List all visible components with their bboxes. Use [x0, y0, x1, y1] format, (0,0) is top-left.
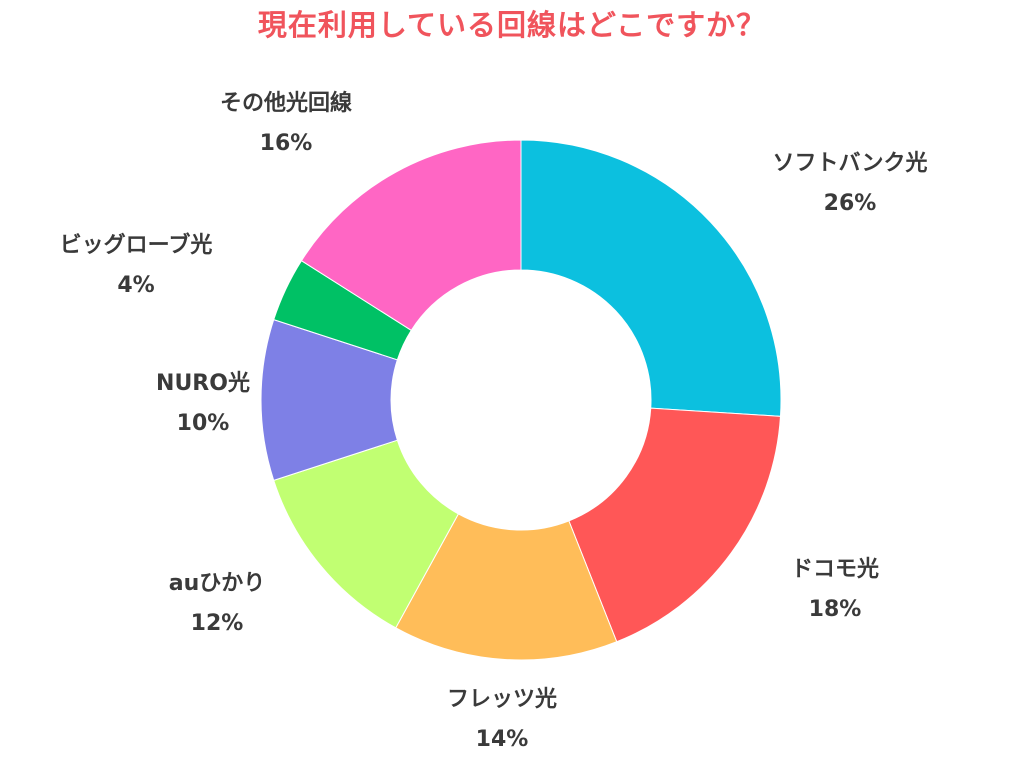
slice-value-label: 10% [177, 411, 230, 436]
slice-label: ビッグローブ光 [60, 232, 213, 258]
slice-labels: ソフトバンク光 26% ドコモ光 18% フレッツ光 14% auひかり 12% NURO光 10… [60, 90, 928, 752]
slice-0 [520, 139, 782, 417]
slice-value-label: 4% [117, 273, 154, 298]
slice-label: ソフトバンク光 [772, 151, 927, 176]
slice-1 [568, 407, 782, 643]
slice-label: その他光回線 [220, 90, 352, 116]
donut-slices [260, 139, 782, 661]
slice-label: NURO光 [156, 371, 250, 396]
slice-6 [300, 139, 522, 332]
slice-value-label: 12% [191, 611, 244, 636]
slice-value-label: 18% [809, 597, 862, 622]
slice-2 [395, 513, 618, 661]
slice-value-label: 26% [824, 191, 877, 216]
slice-label: ドコモ光 [791, 557, 879, 582]
slice-value-label: 16% [260, 131, 313, 156]
slice-label: auひかり [169, 571, 266, 596]
slice-label: フレッツ光 [447, 687, 557, 712]
chart-title: 現在利用している回線はどこですか？ [257, 8, 767, 42]
slice-value-label: 14% [476, 727, 529, 752]
